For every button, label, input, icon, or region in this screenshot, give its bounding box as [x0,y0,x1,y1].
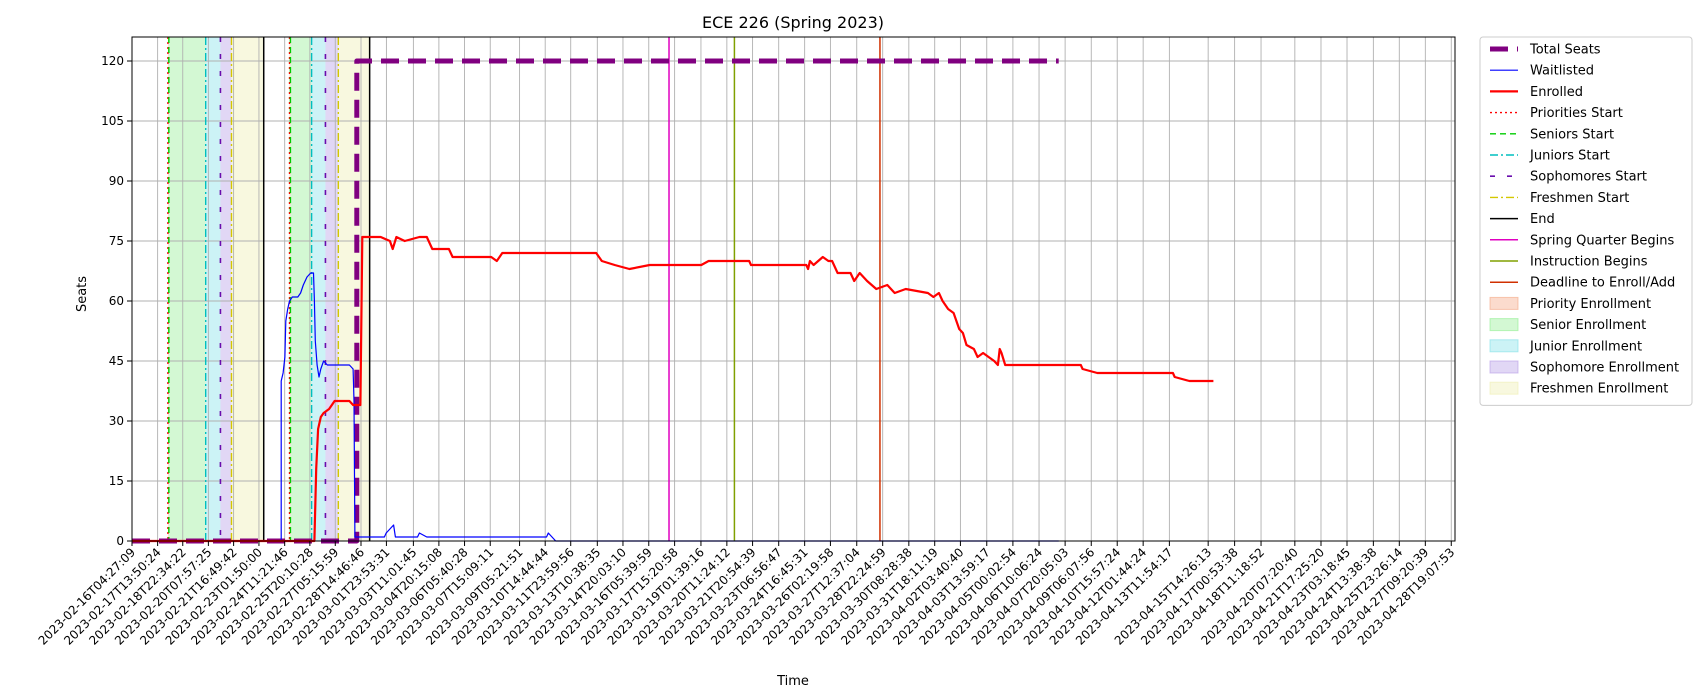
legend-item: Freshmen Start [1490,191,1629,206]
shaded-period [168,37,206,541]
legend-swatch [1489,360,1519,374]
legend-label: Juniors Start [1529,149,1610,164]
shaded-periods [167,37,370,541]
shaded-period [220,37,232,541]
chart-title: ECE 226 (Spring 2023) [702,13,884,32]
y-axis-ticks: 0 15 30 45 60 75 90 105 120 [101,54,132,548]
legend-item: Priority Enrollment [1489,296,1651,312]
legend-item: Priorities Start [1490,106,1623,121]
vertical-markers [167,37,881,541]
legend-item: Instruction Begins [1490,255,1648,270]
plot-frame [131,36,1456,542]
shaded-period [290,37,312,541]
y-axis-label: Seats [75,276,90,312]
x-axis-label: Time [776,674,809,689]
legend-label: Senior Enrollment [1530,318,1646,333]
legend-label: Waitlisted [1530,64,1594,79]
legend-label: Priorities Start [1530,106,1623,121]
legend-item: Sophomores Start [1490,170,1647,185]
legend-box [1479,36,1693,406]
shaded-period [205,37,221,541]
legend-label: Total Seats [1529,43,1601,58]
legend-item: Freshmen Enrollment [1489,381,1668,397]
legend-label: Sophomore Enrollment [1530,361,1679,376]
legend-item: Enrolled [1490,85,1583,100]
y-tick-label: 105 [101,114,124,128]
series-line [132,272,1059,542]
legend-swatch [1489,318,1519,332]
legend-label: Instruction Begins [1530,255,1648,270]
x-axis-ticks: 2023-02-16T04:27:092023-02-17T13:50:2420… [36,541,1457,648]
legend-item: Waitlisted [1490,64,1594,79]
shaded-period [325,37,339,541]
legend-label: Spring Quarter Begins [1530,233,1674,248]
legend-item: Spring Quarter Begins [1490,233,1674,248]
legend: Total Seats Waitlisted Enrolled Priorities … [1479,36,1693,406]
legend-label: Sophomores Start [1530,170,1647,185]
y-tick-label: 15 [109,474,124,488]
y-tick-label: 45 [109,354,124,368]
legend-item: Deadline to Enroll/Add [1490,276,1675,291]
legend-label: Deadline to Enroll/Add [1530,276,1675,291]
y-tick-label: 30 [109,414,124,428]
y-tick-label: 90 [109,174,124,188]
legend-item: End [1490,212,1555,227]
series-line [132,235,1214,543]
legend-label: Freshmen Enrollment [1530,382,1668,397]
legend-item: Total Seats [1490,43,1601,58]
legend-swatch [1489,381,1519,395]
legend-label: Enrolled [1530,85,1583,100]
legend-swatch [1489,296,1519,310]
y-tick-label: 120 [101,54,124,68]
legend-item: Juniors Start [1490,149,1610,164]
legend-label: Priority Enrollment [1530,297,1651,312]
legend-label: End [1530,212,1555,227]
legend-item: Sophomore Enrollment [1489,360,1679,376]
legend-item: Junior Enrollment [1489,339,1642,354]
legend-label: Junior Enrollment [1529,339,1642,354]
legend-item: Seniors Start [1490,127,1614,142]
legend-item: Senior Enrollment [1489,318,1646,333]
legend-label: Freshmen Start [1530,191,1629,206]
y-tick-label: 75 [109,234,124,248]
y-tick-label: 0 [116,534,124,548]
legend-swatch [1489,339,1519,353]
legend-label: Seniors Start [1530,127,1614,142]
y-tick-label: 60 [109,294,124,308]
